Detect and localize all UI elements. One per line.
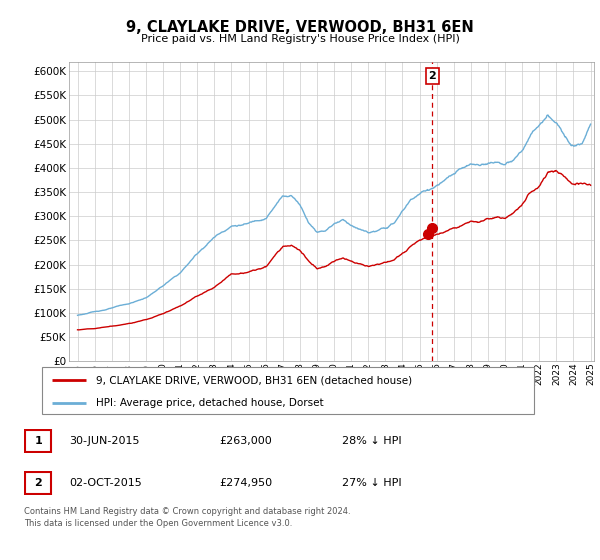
Text: HPI: Average price, detached house, Dorset: HPI: Average price, detached house, Dors… <box>96 398 324 408</box>
Text: 27% ↓ HPI: 27% ↓ HPI <box>342 478 401 488</box>
Text: Contains HM Land Registry data © Crown copyright and database right 2024.
This d: Contains HM Land Registry data © Crown c… <box>24 507 350 528</box>
FancyBboxPatch shape <box>25 430 52 452</box>
FancyBboxPatch shape <box>25 472 52 494</box>
Text: 02-OCT-2015: 02-OCT-2015 <box>69 478 142 488</box>
Text: Price paid vs. HM Land Registry's House Price Index (HPI): Price paid vs. HM Land Registry's House … <box>140 34 460 44</box>
Text: £274,950: £274,950 <box>219 478 272 488</box>
Text: 9, CLAYLAKE DRIVE, VERWOOD, BH31 6EN: 9, CLAYLAKE DRIVE, VERWOOD, BH31 6EN <box>126 20 474 35</box>
Text: £263,000: £263,000 <box>219 436 272 446</box>
Text: 2: 2 <box>35 478 42 488</box>
Text: 9, CLAYLAKE DRIVE, VERWOOD, BH31 6EN (detached house): 9, CLAYLAKE DRIVE, VERWOOD, BH31 6EN (de… <box>96 375 412 385</box>
Text: 2: 2 <box>428 71 436 81</box>
Text: 28% ↓ HPI: 28% ↓ HPI <box>342 436 401 446</box>
Text: 30-JUN-2015: 30-JUN-2015 <box>69 436 139 446</box>
Text: 1: 1 <box>35 436 42 446</box>
FancyBboxPatch shape <box>42 367 534 414</box>
